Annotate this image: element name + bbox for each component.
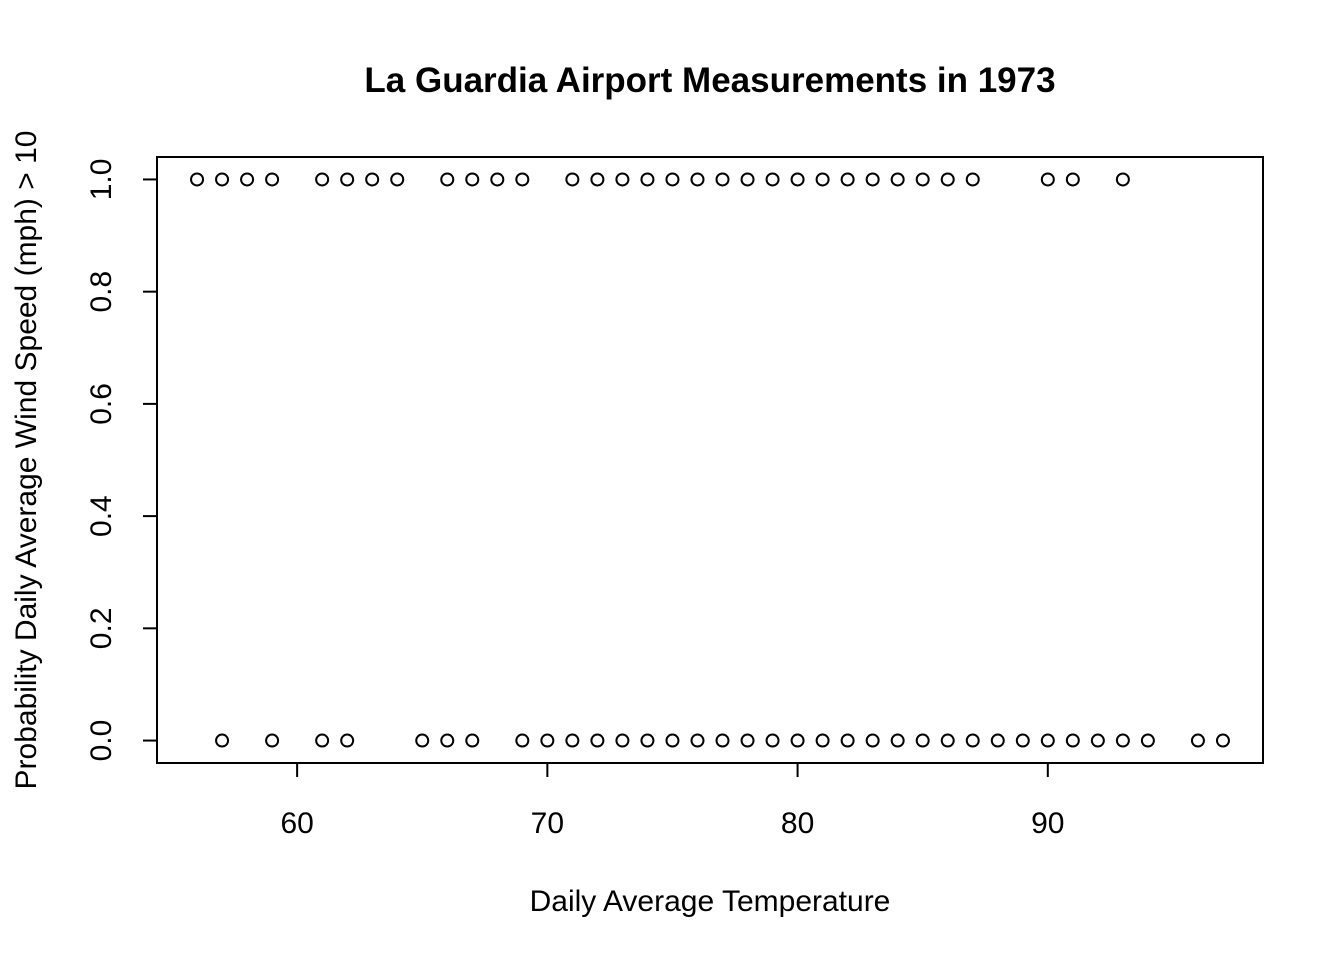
data-point (490, 172, 505, 187)
data-point (940, 172, 955, 187)
data-point (915, 733, 930, 748)
plot-frame (156, 156, 1264, 764)
data-point (265, 733, 280, 748)
data-point (1090, 733, 1105, 748)
x-tick-label: 90 (1031, 807, 1064, 840)
data-point (890, 733, 905, 748)
data-point (865, 733, 880, 748)
data-point (690, 172, 705, 187)
data-point (565, 733, 580, 748)
data-point (790, 172, 805, 187)
data-point (765, 733, 780, 748)
y-tick-label: 0.6 (85, 383, 118, 425)
data-point (215, 172, 230, 187)
data-point (1040, 733, 1055, 748)
data-point (340, 172, 355, 187)
data-point (1215, 733, 1230, 748)
data-point (940, 733, 955, 748)
data-point (815, 172, 830, 187)
y-tick-label: 1.0 (85, 159, 118, 201)
data-point (665, 172, 680, 187)
data-point (865, 172, 880, 187)
data-point (1115, 733, 1130, 748)
data-point (840, 733, 855, 748)
data-point (315, 733, 330, 748)
y-tick-label: 0.4 (85, 495, 118, 537)
data-point (465, 172, 480, 187)
data-point (540, 733, 555, 748)
data-point (365, 172, 380, 187)
data-point (440, 172, 455, 187)
data-point (740, 733, 755, 748)
data-point (590, 172, 605, 187)
data-point (515, 733, 530, 748)
data-points (190, 172, 1230, 748)
data-point (640, 172, 655, 187)
data-point (390, 172, 405, 187)
data-point (415, 733, 430, 748)
data-point (1015, 733, 1030, 748)
data-point (740, 172, 755, 187)
data-point (1065, 172, 1080, 187)
y-tick-label: 0.2 (85, 607, 118, 649)
data-point (765, 172, 780, 187)
data-point (990, 733, 1005, 748)
data-point (840, 172, 855, 187)
data-point (465, 733, 480, 748)
data-point (340, 733, 355, 748)
data-point (715, 733, 730, 748)
data-point (615, 172, 630, 187)
data-point (640, 733, 655, 748)
data-point (915, 172, 930, 187)
y-tick-label: 0.8 (85, 271, 118, 313)
chart-title: La Guardia Airport Measurements in 1973 (364, 61, 1055, 100)
data-point (1115, 172, 1130, 187)
data-point (265, 172, 280, 187)
data-point (665, 733, 680, 748)
data-point (715, 172, 730, 187)
data-point (1140, 733, 1155, 748)
data-point (440, 733, 455, 748)
data-point (515, 172, 530, 187)
data-point (690, 733, 705, 748)
x-tick-label: 70 (531, 807, 564, 840)
data-point (965, 172, 980, 187)
data-point (615, 733, 630, 748)
y-axis: 0.0 0.2 0.4 0.6 0.8 1.0 (85, 159, 158, 762)
data-point (590, 733, 605, 748)
data-point (815, 733, 830, 748)
data-point (1065, 733, 1080, 748)
y-axis-label: Probability Daily Average Wind Speed (mp… (10, 131, 43, 790)
x-axis-label: Daily Average Temperature (530, 885, 891, 918)
x-axis: 60 70 80 90 (280, 762, 1064, 840)
y-tick-label: 0.0 (85, 720, 118, 762)
data-point (315, 172, 330, 187)
data-point (240, 172, 255, 187)
data-point (1040, 172, 1055, 187)
data-point (890, 172, 905, 187)
x-tick-label: 80 (781, 807, 814, 840)
data-point (790, 733, 805, 748)
data-point (190, 172, 205, 187)
data-point (1190, 733, 1205, 748)
data-point (215, 733, 230, 748)
x-tick-label: 60 (280, 807, 313, 840)
data-point (565, 172, 580, 187)
data-point (965, 733, 980, 748)
